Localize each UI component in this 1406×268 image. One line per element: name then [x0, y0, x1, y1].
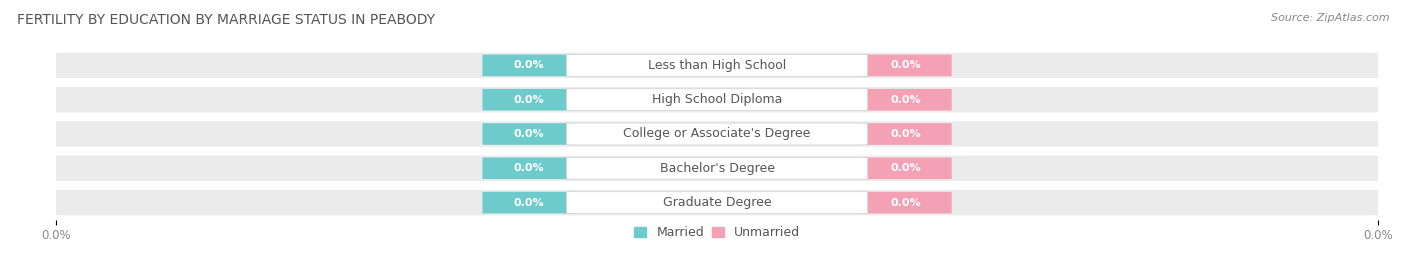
Text: College or Associate's Degree: College or Associate's Degree [623, 128, 811, 140]
Text: Bachelor's Degree: Bachelor's Degree [659, 162, 775, 175]
FancyBboxPatch shape [859, 89, 952, 110]
FancyBboxPatch shape [859, 123, 952, 145]
Legend: Married, Unmarried: Married, Unmarried [628, 221, 806, 244]
FancyBboxPatch shape [49, 53, 1385, 78]
FancyBboxPatch shape [482, 123, 575, 145]
Text: 0.0%: 0.0% [890, 95, 921, 105]
Text: 0.0%: 0.0% [513, 129, 544, 139]
FancyBboxPatch shape [49, 156, 1385, 181]
FancyBboxPatch shape [859, 192, 952, 213]
FancyBboxPatch shape [567, 89, 868, 111]
Text: Less than High School: Less than High School [648, 59, 786, 72]
Text: FERTILITY BY EDUCATION BY MARRIAGE STATUS IN PEABODY: FERTILITY BY EDUCATION BY MARRIAGE STATU… [17, 13, 434, 27]
Text: 0.0%: 0.0% [513, 198, 544, 208]
FancyBboxPatch shape [49, 190, 1385, 215]
Text: 0.0%: 0.0% [513, 60, 544, 70]
FancyBboxPatch shape [482, 55, 575, 76]
FancyBboxPatch shape [482, 192, 575, 213]
Text: 0.0%: 0.0% [890, 60, 921, 70]
FancyBboxPatch shape [49, 121, 1385, 147]
FancyBboxPatch shape [49, 87, 1385, 112]
Text: 0.0%: 0.0% [513, 163, 544, 173]
FancyBboxPatch shape [482, 158, 575, 179]
Text: 0.0%: 0.0% [890, 163, 921, 173]
FancyBboxPatch shape [482, 89, 575, 110]
FancyBboxPatch shape [567, 123, 868, 145]
FancyBboxPatch shape [567, 54, 868, 76]
Text: High School Diploma: High School Diploma [652, 93, 782, 106]
FancyBboxPatch shape [859, 158, 952, 179]
FancyBboxPatch shape [567, 192, 868, 214]
FancyBboxPatch shape [859, 55, 952, 76]
Text: 0.0%: 0.0% [513, 95, 544, 105]
FancyBboxPatch shape [567, 157, 868, 179]
Text: Source: ZipAtlas.com: Source: ZipAtlas.com [1271, 13, 1389, 23]
Text: Graduate Degree: Graduate Degree [662, 196, 772, 209]
Text: 0.0%: 0.0% [890, 198, 921, 208]
Text: 0.0%: 0.0% [890, 129, 921, 139]
